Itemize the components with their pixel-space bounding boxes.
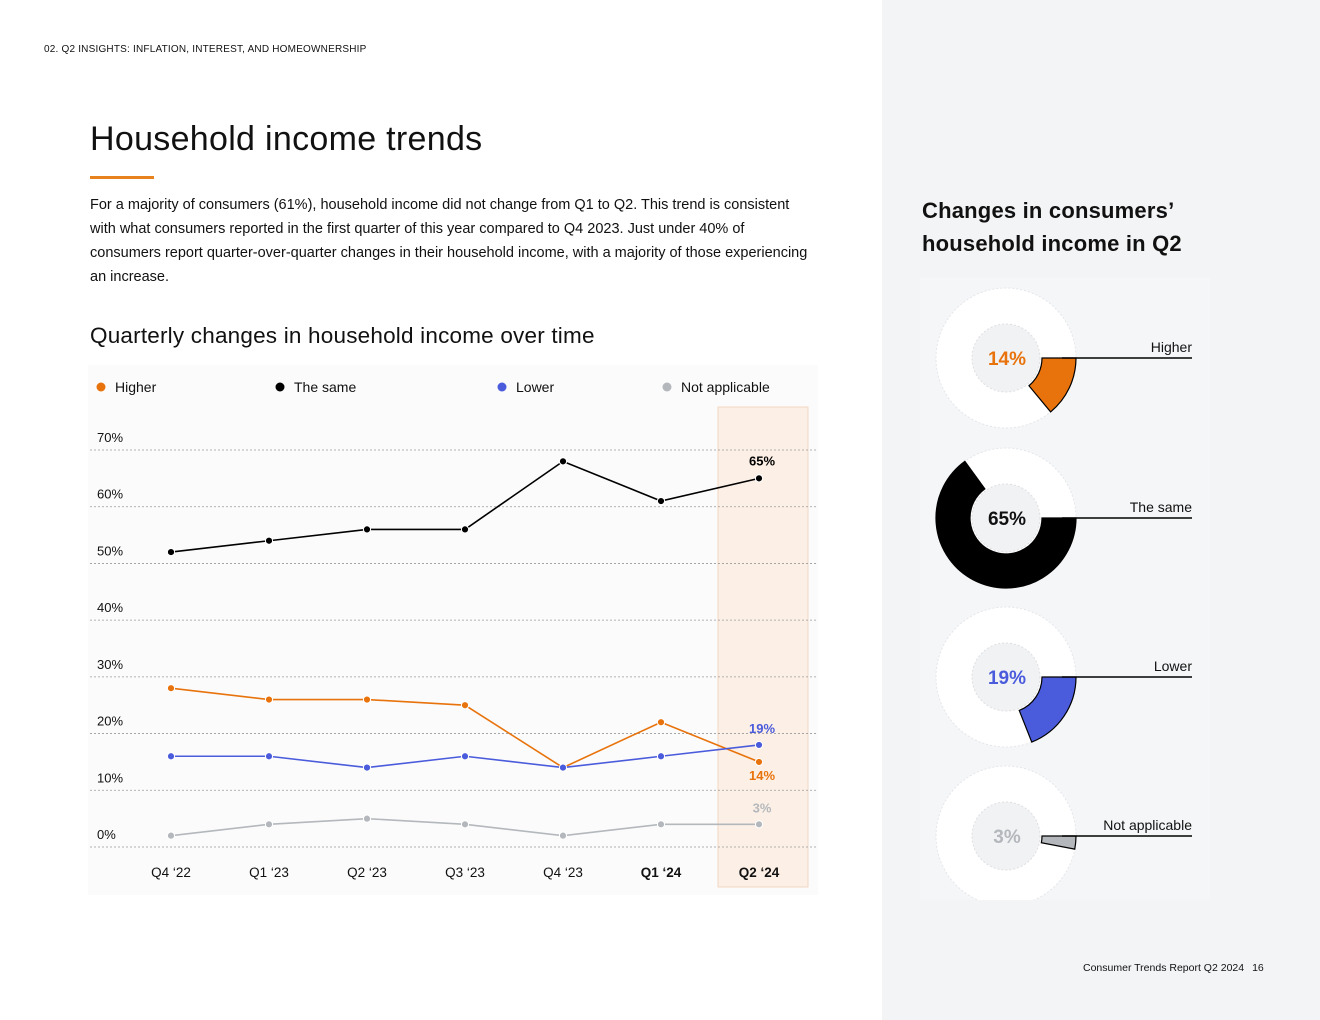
page-title: Household income trends bbox=[90, 120, 483, 158]
intro-paragraph: For a majority of consumers (61%), house… bbox=[90, 197, 808, 285]
data-point bbox=[460, 525, 470, 534]
donut-value: 65% bbox=[988, 509, 1026, 530]
x-tick-label: Q2 ‘23 bbox=[347, 865, 387, 880]
data-point bbox=[754, 757, 764, 767]
line-chart-svg: 0% 10% 20% 30% 40% 50% 60% 70% Q4 ‘22 Q1 ‘23 Q2 ‘2… bbox=[90, 379, 816, 888]
footer-report-name: Consumer Trends Report Q2 2024 bbox=[1083, 962, 1245, 974]
data-point bbox=[362, 695, 372, 704]
donut-hole bbox=[971, 642, 1041, 712]
y-tick-label: 30% bbox=[97, 657, 123, 672]
chart-title: Quarterly changes in household income ov… bbox=[90, 323, 595, 348]
data-point bbox=[656, 496, 666, 506]
data-point bbox=[558, 457, 568, 466]
legend-label: Lower bbox=[516, 379, 554, 395]
data-point bbox=[460, 701, 470, 710]
data-point bbox=[362, 525, 372, 534]
donut-value: 3% bbox=[993, 827, 1021, 848]
legend-label: Not applicable bbox=[681, 379, 770, 395]
data-point bbox=[264, 536, 274, 545]
x-tick-label: Q2 ‘24 bbox=[739, 865, 780, 880]
data-point bbox=[362, 814, 372, 823]
data-point bbox=[166, 831, 176, 840]
donut-slice bbox=[935, 460, 1077, 589]
donut-hole bbox=[971, 801, 1041, 871]
x-tick-label: Q1 ‘23 bbox=[249, 865, 289, 880]
donut-hole bbox=[971, 323, 1041, 393]
legend-dot bbox=[662, 382, 672, 392]
data-point bbox=[166, 684, 176, 693]
section-label: 02. Q2 INSIGHTS: INFLATION, INTEREST, AN… bbox=[44, 44, 367, 55]
end-data-label: 14% bbox=[749, 768, 775, 783]
data-point bbox=[558, 763, 568, 772]
data-point bbox=[166, 547, 176, 557]
y-tick-label: 40% bbox=[97, 600, 123, 615]
y-tick-label: 10% bbox=[97, 770, 123, 785]
data-point bbox=[264, 752, 274, 761]
data-point bbox=[460, 752, 470, 761]
x-tick-label: Q3 ‘23 bbox=[445, 865, 485, 880]
sidebar-title: Changes in consumers’ household income i… bbox=[922, 198, 1182, 256]
donut-slice bbox=[1040, 835, 1077, 850]
donut-label: The same bbox=[1130, 499, 1192, 515]
donut-charts: 14% Higher 65% The same 19% Lower 3% Not applic… bbox=[920, 278, 1210, 900]
donut-label: Lower bbox=[1154, 658, 1192, 674]
donut-label: Higher bbox=[1151, 339, 1193, 355]
y-tick-label: 20% bbox=[97, 714, 123, 729]
data-point bbox=[656, 752, 666, 761]
donut-hole bbox=[971, 483, 1041, 553]
donut-slice bbox=[1028, 357, 1077, 413]
donut-value: 14% bbox=[988, 349, 1026, 370]
end-data-label: 3% bbox=[753, 800, 772, 815]
data-point bbox=[656, 718, 666, 727]
data-point bbox=[166, 752, 176, 761]
y-tick-label: 50% bbox=[97, 543, 123, 558]
legend-label: Higher bbox=[115, 379, 157, 395]
legend-label: The same bbox=[294, 379, 356, 395]
data-point bbox=[362, 763, 372, 772]
data-point bbox=[656, 820, 666, 829]
highlight-column bbox=[717, 406, 809, 888]
end-data-label: 19% bbox=[749, 721, 775, 736]
title-underline bbox=[90, 176, 154, 179]
line-chart: 0% 10% 20% 30% 40% 50% 60% 70% Q4 ‘22 Q1 ‘23 Q2 ‘2… bbox=[88, 365, 818, 895]
end-data-label: 65% bbox=[749, 453, 775, 468]
legend-dot bbox=[96, 382, 106, 392]
donut-label: Not applicable bbox=[1103, 817, 1192, 833]
donut-charts-svg: 14% Higher 65% The same 19% Lower 3% Not applic… bbox=[935, 287, 1193, 900]
data-point bbox=[754, 740, 764, 750]
legend-dot bbox=[497, 382, 507, 392]
data-point bbox=[460, 820, 470, 829]
donut-value: 19% bbox=[988, 668, 1026, 689]
x-tick-label: Q4 ‘23 bbox=[543, 865, 583, 880]
donut-slice bbox=[1018, 676, 1077, 743]
data-point bbox=[264, 695, 274, 704]
x-tick-label: Q1 ‘24 bbox=[641, 865, 682, 880]
data-point bbox=[558, 831, 568, 840]
y-tick-label: 60% bbox=[97, 487, 123, 502]
page-footer: Consumer Trends Report Q2 2024 16 bbox=[1083, 962, 1264, 974]
data-point bbox=[754, 474, 764, 483]
data-point bbox=[264, 820, 274, 829]
data-point bbox=[754, 820, 764, 829]
x-tick-label: Q4 ‘22 bbox=[151, 865, 191, 880]
y-tick-label: 0% bbox=[97, 827, 116, 842]
y-tick-label: 70% bbox=[97, 430, 123, 445]
footer-page-number: 16 bbox=[1252, 962, 1264, 974]
legend-dot bbox=[275, 382, 285, 392]
